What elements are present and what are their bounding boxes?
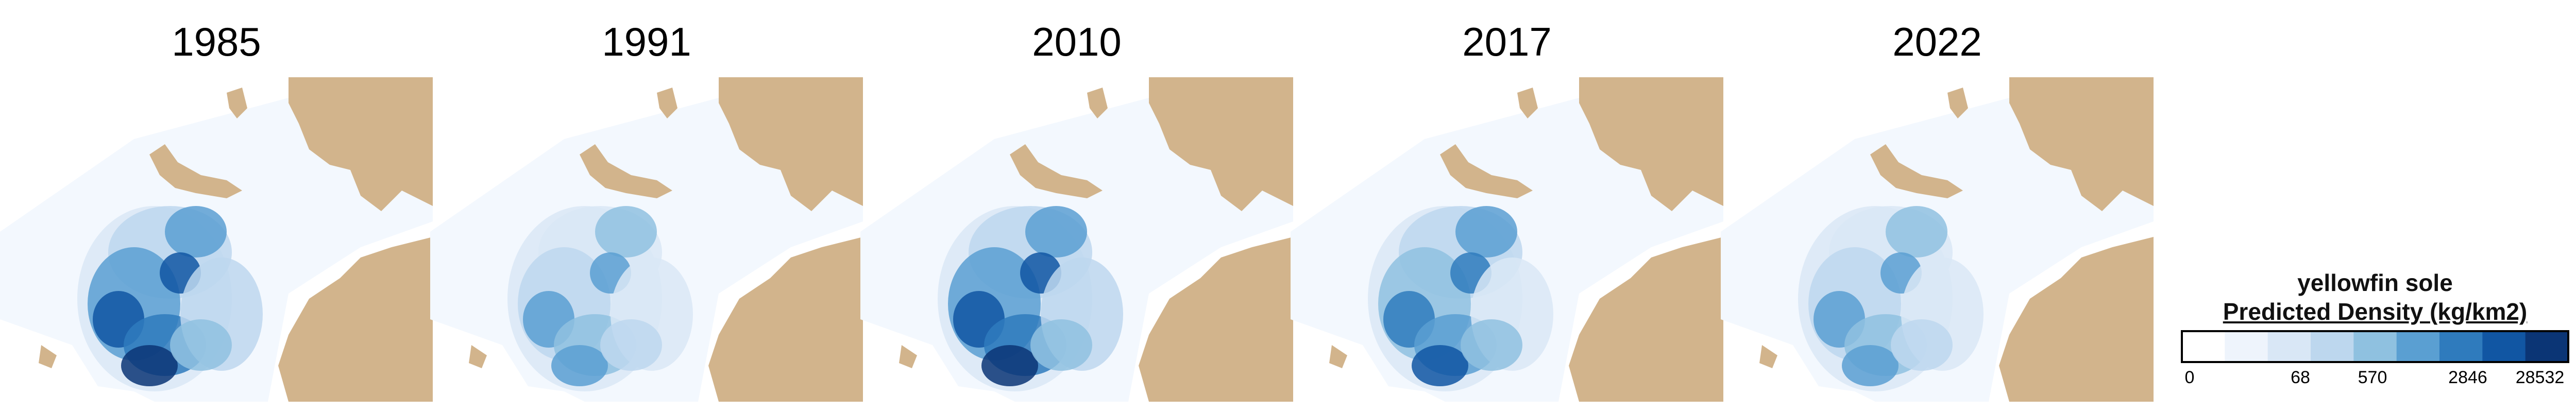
legend-swatch <box>2311 331 2354 362</box>
density-patch <box>595 206 657 258</box>
panel-year-label: 2017 <box>1462 19 1552 64</box>
island-north <box>1517 88 1538 118</box>
legend-border <box>2181 330 2569 363</box>
density-patch <box>981 345 1038 386</box>
land-north <box>2009 77 2154 211</box>
legend-swatch <box>2225 331 2268 362</box>
island-central <box>149 144 242 198</box>
island-north <box>657 88 677 118</box>
density-legend: yellowfin sole Predicted Density (kg/km2… <box>2179 268 2571 402</box>
density-map <box>860 77 1293 402</box>
legend-swatch <box>2267 331 2311 362</box>
density-patch <box>1455 206 1517 258</box>
legend-swatch <box>2396 331 2440 362</box>
density-map <box>1721 77 2154 402</box>
legend-tick-label: 570 <box>2358 368 2387 387</box>
legend-tick-label: 2846 <box>2448 368 2487 387</box>
island-central <box>1870 144 1963 198</box>
density-patch <box>1891 319 1953 371</box>
island-west <box>1759 345 1777 368</box>
land-east <box>708 237 863 402</box>
density-map <box>0 77 433 402</box>
density-map <box>430 77 863 402</box>
density-patch <box>1030 319 1092 371</box>
density-patch <box>165 206 227 258</box>
island-central <box>580 144 672 198</box>
legend-swatch <box>2525 331 2569 362</box>
land-north <box>289 77 433 211</box>
island-central <box>1010 144 1103 198</box>
island-north <box>1087 88 1108 118</box>
land-east <box>1999 237 2154 402</box>
density-patch <box>121 345 178 386</box>
legend-species: yellowfin sole <box>2297 269 2453 296</box>
legend-tick-label: 0 <box>2184 368 2195 387</box>
island-central <box>1440 144 1533 198</box>
island-west <box>39 345 57 368</box>
land-north <box>1149 77 1293 211</box>
density-patch <box>1025 206 1087 258</box>
legend-swatch <box>2482 331 2526 362</box>
island-north <box>1947 88 1968 118</box>
density-patch <box>1461 319 1522 371</box>
land-north <box>1579 77 1723 211</box>
density-patch <box>1842 345 1899 386</box>
legend-color-bar <box>2181 330 2569 363</box>
legend-swatch <box>2439 331 2483 362</box>
legend-swatch <box>2353 331 2397 362</box>
map-panel-1991: 1991 <box>430 0 863 412</box>
map-panel-2010: 2010 <box>860 0 1293 412</box>
density-patch <box>1886 206 1947 258</box>
island-west <box>469 345 487 368</box>
map-panel-1985: 1985 <box>0 0 433 412</box>
map-panel-2017: 2017 <box>1291 0 1723 412</box>
map-panel-2022: 2022 <box>1721 0 2154 412</box>
land-east <box>278 237 433 402</box>
density-patch <box>170 319 232 371</box>
land-east <box>1139 237 1293 402</box>
density-map <box>1291 77 1723 402</box>
panel-year-label: 2010 <box>1032 19 1122 64</box>
island-west <box>1329 345 1347 368</box>
legend-swatch <box>2182 331 2225 362</box>
land-east <box>1569 237 1723 402</box>
legend-title: Predicted Density (kg/km2) <box>2223 298 2528 325</box>
panel-year-label: 2022 <box>1892 19 1982 64</box>
density-patch <box>600 319 662 371</box>
island-north <box>227 88 247 118</box>
island-west <box>899 345 917 368</box>
legend-tick-label: 68 <box>2291 368 2310 387</box>
legend-tick-label: 28532 <box>2515 368 2565 387</box>
density-patch <box>1412 345 1468 386</box>
panel-year-label: 1985 <box>172 19 261 64</box>
land-north <box>719 77 863 211</box>
density-patch <box>551 345 608 386</box>
panel-year-label: 1991 <box>602 19 691 64</box>
